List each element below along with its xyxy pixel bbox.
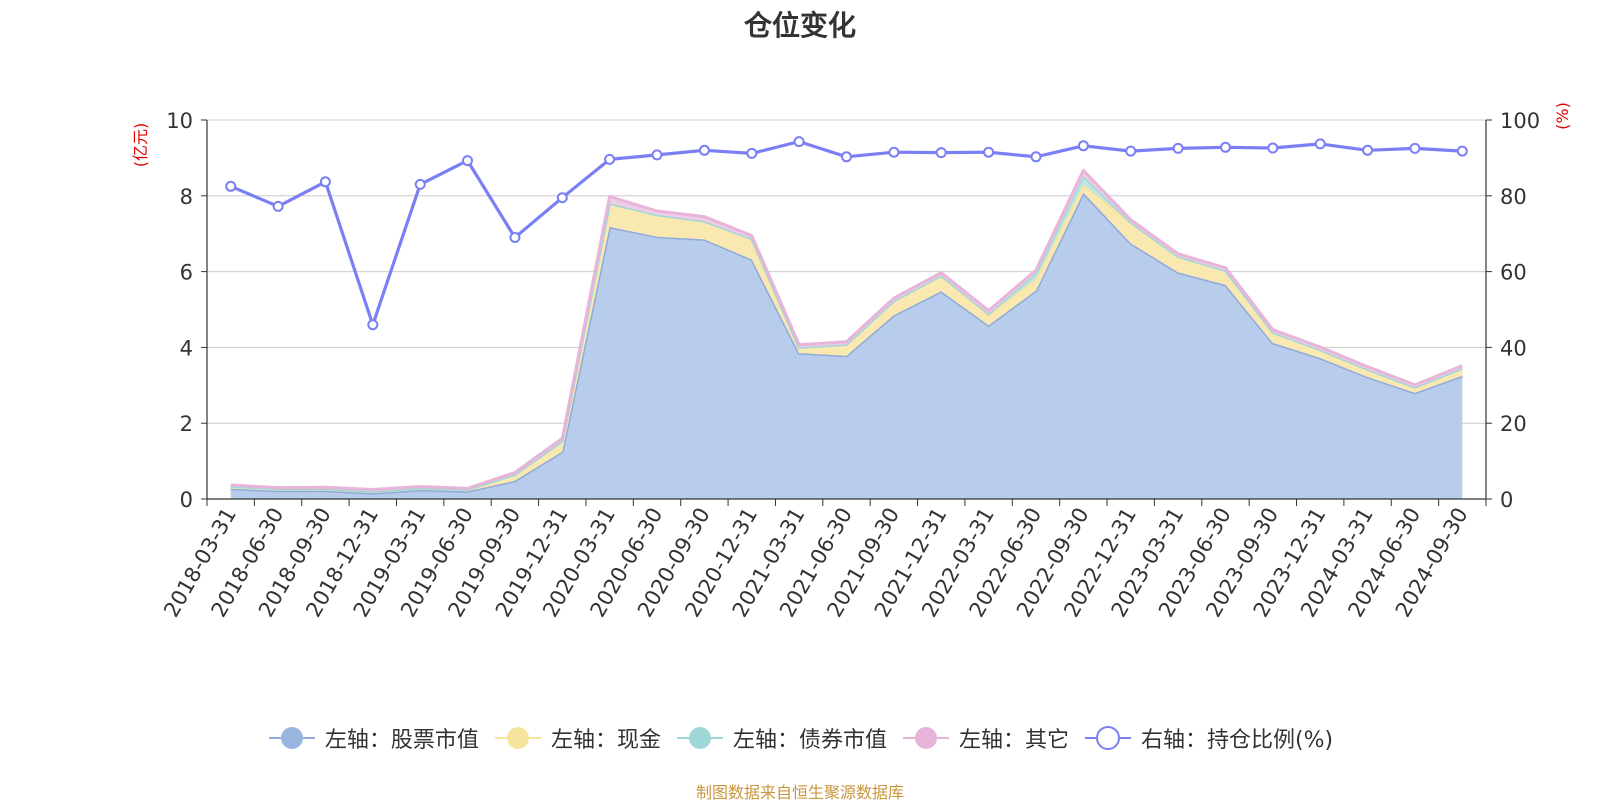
right-tick-label: 20 <box>1500 412 1527 436</box>
ratio-point <box>1030 151 1042 163</box>
right-tick-label: 40 <box>1500 336 1527 360</box>
right-tick-label: 60 <box>1500 261 1527 285</box>
ratio-point <box>1125 145 1137 157</box>
left-tick-label: 4 <box>180 336 193 360</box>
legend-marker-icon <box>676 727 723 749</box>
ratio-point <box>1077 140 1089 152</box>
legend-item[interactable]: 左轴：债券市值 <box>675 722 887 754</box>
ratio-line-path <box>230 140 1463 327</box>
area-line-series-4 <box>230 168 1463 491</box>
left-tick-label: 8 <box>180 185 193 209</box>
source-note: 制图数据来自恒生聚源数据库 <box>695 783 904 802</box>
stacked-areas <box>230 168 1463 500</box>
right-tick-label: 100 <box>1500 109 1540 133</box>
ratio-point <box>1456 145 1468 157</box>
x-tick-labels: 2018-03-312018-06-302018-09-302018-12-31… <box>159 503 1472 621</box>
ratio-point <box>319 176 331 188</box>
ratio-point <box>983 146 995 158</box>
legend-item[interactable]: 右轴：持仓比例(%) <box>1083 722 1333 754</box>
ratio-point <box>414 178 426 190</box>
legend-marker-icon <box>902 727 949 749</box>
area-fill-series-1 <box>230 192 1463 500</box>
ratio-point <box>793 136 805 148</box>
left-tick-label: 10 <box>166 109 193 133</box>
legend-item[interactable]: 左轴：其它 <box>901 722 1069 754</box>
ratio-point <box>509 232 521 243</box>
ratio-point <box>1314 138 1326 150</box>
legend-label: 左轴：现金 <box>550 728 661 753</box>
legend-label: 右轴：持仓比例(%) <box>1140 728 1334 753</box>
ratio-point <box>746 147 758 159</box>
legend-label: 左轴：股票市值 <box>324 728 479 753</box>
legend-label: 左轴：债券市值 <box>732 728 887 753</box>
left-tick-label: 2 <box>180 412 193 436</box>
ratio-point <box>888 146 900 158</box>
legend-marker-icon <box>1084 726 1131 750</box>
ratio-point <box>604 153 616 165</box>
ratio-point <box>367 319 379 331</box>
ratio-point <box>1172 142 1184 154</box>
right-axis-unit-label: (%) <box>1553 102 1572 130</box>
left-tick-label: 0 <box>180 488 193 512</box>
right-tick-label: 0 <box>1500 488 1513 512</box>
ratio-point <box>225 180 237 192</box>
right-tick-label: 80 <box>1500 185 1527 209</box>
ratio-point <box>1409 142 1421 154</box>
legend-label: 左轴：其它 <box>958 728 1069 753</box>
ratio-point <box>556 192 568 204</box>
ratio-point <box>1362 144 1374 156</box>
legend: 左轴：股票市值 左轴：现金 左轴：债券市值 左轴：其它 右轴：持仓比例(%) <box>0 722 1600 758</box>
legend-item[interactable]: 左轴：现金 <box>493 722 661 754</box>
ratio-point <box>272 200 284 212</box>
legend-item[interactable]: 左轴：股票市值 <box>267 722 479 754</box>
left-axis-unit-label: (亿元) <box>131 123 150 168</box>
ratio-point <box>1220 141 1231 153</box>
ratio-line <box>225 136 1468 331</box>
ratio-point <box>698 144 710 156</box>
ratio-point <box>651 149 663 161</box>
ratio-point <box>462 155 473 167</box>
ratio-point <box>1267 142 1279 154</box>
left-tick-label: 6 <box>180 261 193 285</box>
legend-marker-icon <box>268 727 315 749</box>
legend-marker-icon <box>494 727 541 749</box>
ratio-point <box>841 151 852 163</box>
chart-title: 仓位变化 <box>743 9 856 42</box>
ratio-point <box>935 147 947 159</box>
